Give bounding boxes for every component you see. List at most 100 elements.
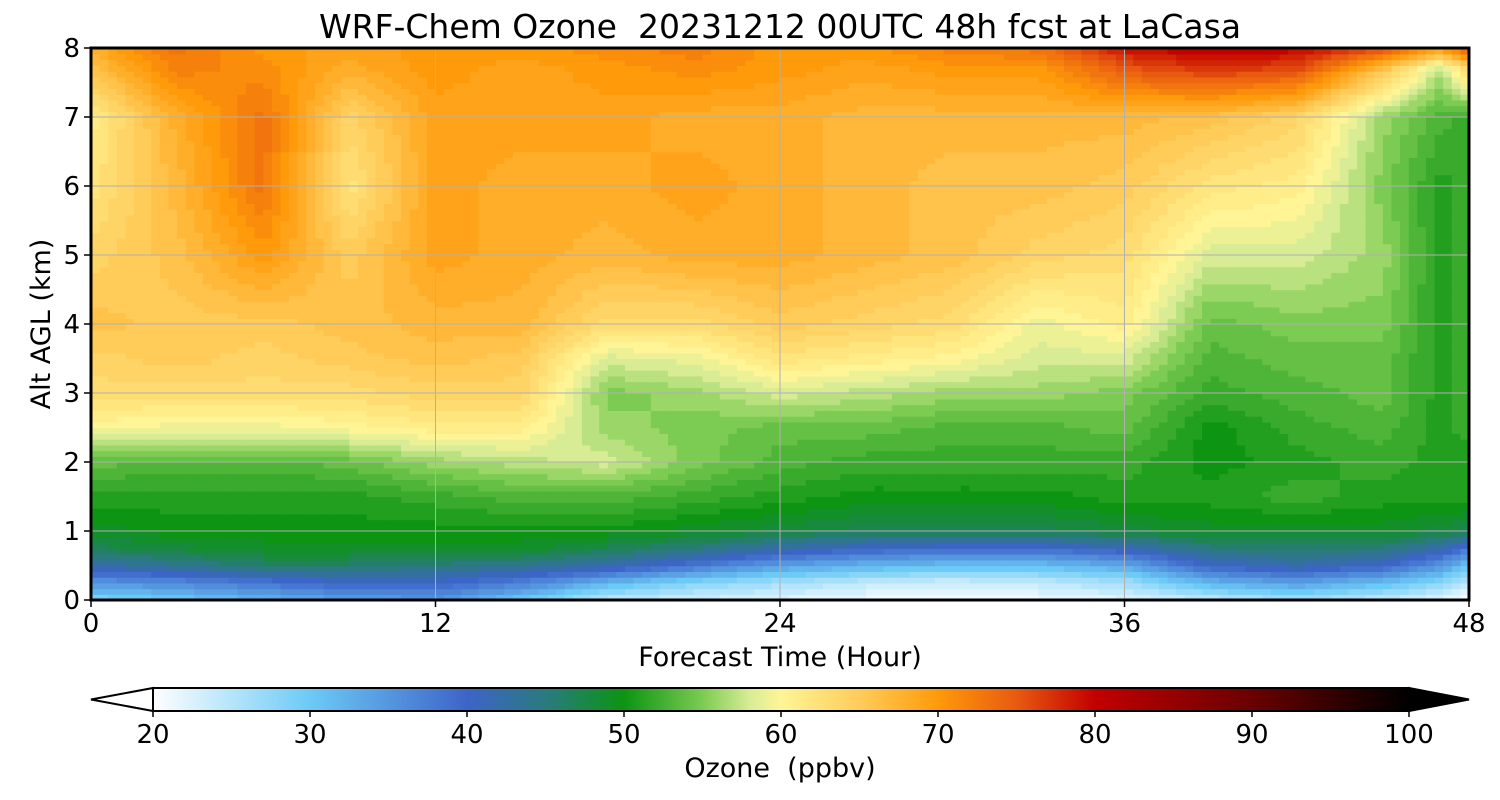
heatmap-cell [444,467,454,475]
heatmap-cell [418,519,428,526]
heatmap-cell [504,519,514,526]
heatmap-cell [668,554,678,561]
heatmap-cell [1296,571,1307,578]
heatmap-cell [357,582,368,590]
heatmap-cell [1012,427,1022,434]
heatmap-cell [788,444,798,452]
heatmap-cell [1003,496,1014,503]
heatmap-cell [1451,439,1462,446]
heatmap-cell [1064,519,1074,526]
heatmap-cell [1150,571,1160,578]
heatmap-cell [1253,502,1263,509]
heatmap-cell [478,467,488,475]
heatmap-cell [366,525,376,532]
heatmap-cell [297,444,308,452]
heatmap-cell [1443,421,1453,429]
heatmap-cell [185,542,196,549]
heatmap-cell [995,542,1005,549]
heatmap-cell [1098,571,1108,578]
heatmap-cell [1339,531,1350,538]
heatmap-cell [426,502,437,509]
heatmap-cell [340,582,351,590]
heatmap-cell [349,496,359,503]
heatmap-cell [581,548,592,555]
heatmap-cell [564,496,574,503]
heatmap-cell [1107,594,1117,600]
heatmap-cell [943,450,953,457]
heatmap-cell [564,502,574,509]
heatmap-cell [271,513,282,521]
heatmap-cell [823,450,833,457]
heatmap-cell [314,433,325,440]
heatmap-cell [1021,450,1031,457]
heatmap-cell [513,565,523,572]
heatmap-cell [220,519,230,526]
heatmap-cell [1072,542,1083,549]
heatmap-cell [1313,531,1324,538]
heatmap-cell [1279,548,1289,555]
heatmap-cell [513,450,523,457]
heatmap-cell [1391,490,1401,498]
heatmap-cell [676,496,686,503]
heatmap-cell [935,439,945,446]
heatmap-cell [1184,513,1195,521]
heatmap-cell [1107,531,1117,538]
heatmap-cell [1158,588,1169,595]
heatmap-cell [444,496,454,503]
heatmap-cell [1331,531,1341,538]
heatmap-cell [599,548,609,555]
heatmap-cell [211,490,221,498]
heatmap-cell [754,542,764,549]
heatmap-cell [831,536,841,544]
heatmap-cell [1288,513,1298,521]
heatmap-cell [469,485,480,492]
heatmap-cell [177,439,187,446]
heatmap-cell [676,577,686,584]
heatmap-cell [297,479,308,486]
heatmap-cell [1279,462,1289,469]
heatmap-cell [650,456,661,463]
heatmap-cell [151,456,161,463]
heatmap-cell [246,519,256,526]
heatmap-cell [211,479,221,486]
heatmap-cell [1227,473,1238,480]
heatmap-cell [1296,577,1307,584]
heatmap-cell [116,421,127,429]
heatmap-cell [771,421,781,429]
heatmap-cell [1176,485,1186,492]
heatmap-cell [1098,462,1108,469]
heatmap-cell [866,571,876,578]
heatmap-cell [848,462,859,469]
heatmap-cell [435,559,445,567]
heatmap-cell [771,594,781,600]
heatmap-cell [1451,456,1462,463]
heatmap-cell [1382,554,1393,561]
heatmap-cell [409,577,419,584]
heatmap-cell [616,519,626,526]
heatmap-cell [1296,554,1307,561]
heatmap-cell [116,513,127,521]
heatmap-cell [530,462,540,469]
heatmap-cell [366,513,376,521]
heatmap-cell [1158,531,1169,538]
heatmap-cell [263,479,273,486]
heatmap-cell [469,421,480,429]
heatmap-cell [452,450,463,457]
heatmap-cell [1313,542,1324,549]
heatmap-cell [693,565,704,572]
heatmap-cell [1167,582,1177,590]
heatmap-cell [728,531,738,538]
heatmap-cell [314,496,325,503]
heatmap-cell [943,427,953,434]
heatmap-cell [426,525,437,532]
heatmap-cell [177,582,187,590]
heatmap-cell [960,554,971,561]
heatmap-cell [969,490,979,498]
heatmap-cell [969,525,979,532]
heatmap-cell [314,427,325,434]
heatmap-cell [805,433,816,440]
heatmap-cell [1348,525,1358,532]
heatmap-cell [1253,496,1263,503]
heatmap-cell [1425,421,1436,429]
heatmap-cell [547,433,557,440]
